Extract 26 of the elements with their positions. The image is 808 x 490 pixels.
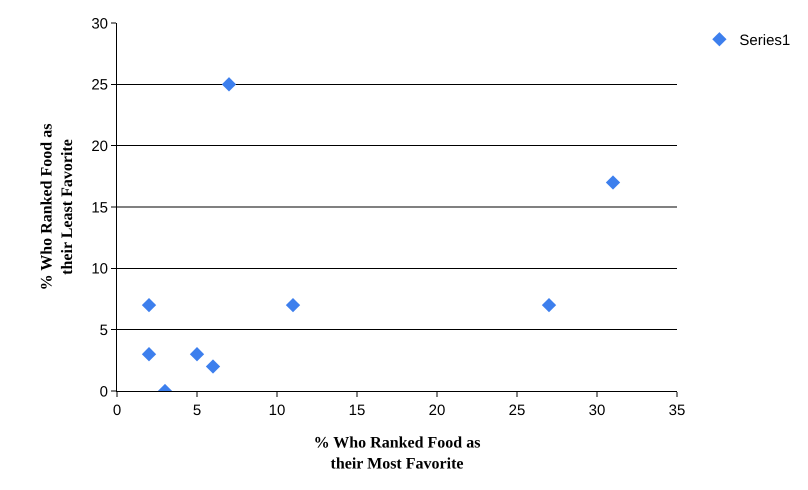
y-axis-title: % Who Ranked Food as their Least Favorite <box>38 124 76 290</box>
point <box>222 77 236 92</box>
y-tick-label: 0 <box>100 383 108 400</box>
point <box>542 298 556 312</box>
x-tick-label: 35 <box>668 402 686 419</box>
y-tick-label: 15 <box>91 199 108 216</box>
legend-label: Series1 <box>739 32 790 50</box>
point <box>142 298 156 312</box>
x-tick-label: 0 <box>112 402 122 419</box>
y-tick-label: 10 <box>91 260 108 278</box>
point <box>206 359 220 374</box>
y-tick-label: 25 <box>91 76 108 94</box>
point <box>190 347 204 362</box>
x-tick-label: 30 <box>588 402 606 419</box>
x-tick-label: 5 <box>192 402 202 419</box>
x-axis-title: % Who Ranked Food as their Most Favorite <box>314 434 480 472</box>
x-tick-label: 25 <box>508 402 526 419</box>
y-tick-label: 5 <box>100 322 108 339</box>
x-tick-label: 10 <box>268 402 286 419</box>
x-tick-label: 15 <box>348 402 366 419</box>
y-tick-label: 20 <box>91 138 108 155</box>
point <box>606 175 620 190</box>
point <box>286 298 300 312</box>
point <box>142 347 156 362</box>
x-tick-label: 20 <box>428 402 446 419</box>
y-tick-label: 30 <box>91 15 108 32</box>
